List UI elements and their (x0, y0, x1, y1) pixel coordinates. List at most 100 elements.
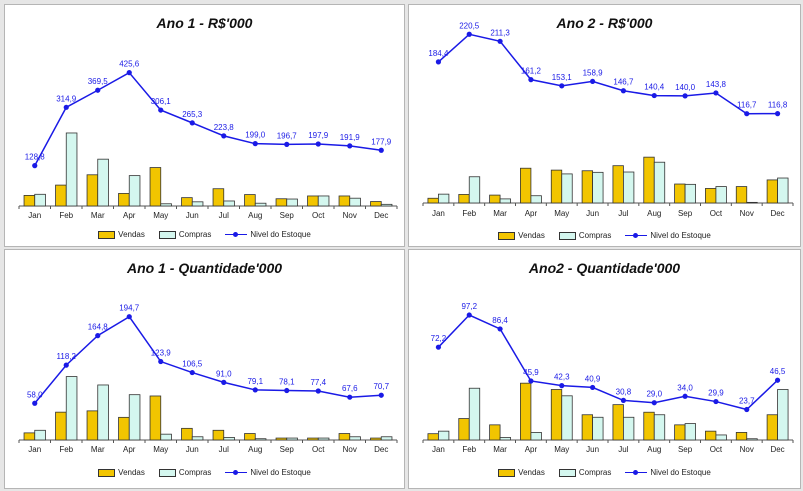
bar-vendas (612, 165, 624, 204)
bar-compras (561, 173, 573, 204)
bar-vendas (118, 416, 130, 441)
bar-vendas (86, 410, 99, 441)
bar-compras (349, 197, 361, 207)
bar-vendas (307, 437, 319, 441)
x-tick-label: Oct (312, 445, 325, 454)
data-label: 140,0 (675, 83, 696, 92)
bar-compras (380, 436, 393, 441)
data-label: 158,9 (583, 68, 604, 77)
data-label: 191,9 (340, 133, 361, 142)
bar-compras (715, 186, 727, 204)
bar-compras (34, 429, 46, 441)
data-label: 128,8 (25, 153, 46, 162)
data-label: 116,7 (737, 101, 757, 110)
data-label: 118,2 (57, 352, 77, 361)
bar-vendas (735, 432, 748, 441)
x-tick-label: Jan (432, 209, 445, 218)
line-point (682, 393, 688, 399)
bar-vendas (427, 433, 439, 441)
legend-item-vendas: Vendas (98, 230, 145, 239)
x-tick-label: May (153, 211, 168, 220)
bar-compras (438, 430, 450, 441)
data-label: 199,0 (245, 131, 266, 140)
x-tick-label: Apr (525, 209, 538, 218)
line-point (559, 383, 565, 389)
line-point (347, 394, 353, 400)
legend-label: Nivel do Estoque (250, 230, 311, 239)
data-label: 72,2 (431, 334, 447, 343)
line-point (63, 362, 69, 368)
data-label: 123,9 (151, 349, 172, 358)
bar-vendas (643, 411, 655, 441)
x-tick-label: Jun (186, 211, 199, 220)
legend-label: Vendas (518, 468, 545, 477)
chart-panel-3: Ano 1 - Quantidade'000 Jan Feb Mar Apr May Ju… (4, 249, 405, 489)
bar-vendas (489, 424, 501, 441)
bar-compras (684, 183, 696, 204)
bar-compras (653, 161, 666, 204)
bar-compras (623, 171, 635, 204)
bar-vendas (489, 194, 501, 204)
line-point (466, 312, 472, 318)
line-point (126, 70, 132, 76)
x-tick-label: Mar (91, 445, 105, 454)
line-point (497, 38, 503, 44)
bar-compras (254, 438, 267, 441)
bar-compras (223, 200, 235, 207)
x-tick-label: Jan (28, 211, 41, 220)
x-tick-label: Jan (28, 445, 41, 454)
line-point (284, 141, 290, 147)
x-tick-label: Aug (647, 209, 661, 218)
chart-panel-2: Ano 2 - R$'000 Jan Feb Mar Apr May Jun Jul Aug S… (408, 4, 801, 247)
data-label: 196,7 (277, 131, 298, 140)
line-point (589, 78, 596, 85)
line-point (651, 92, 657, 99)
line-point (435, 344, 442, 350)
data-label: 46,5 (770, 367, 786, 376)
x-tick-label: Sep (280, 445, 295, 454)
line-point (589, 384, 596, 391)
bar-compras (499, 198, 511, 204)
x-tick-label: Mar (493, 209, 507, 218)
data-label: 197,9 (308, 131, 329, 140)
x-tick-label: Nov (740, 445, 754, 454)
bar-vendas (338, 433, 351, 441)
bar-compras (746, 438, 758, 441)
legend-label: Nivel do Estoque (250, 468, 311, 477)
line-point (315, 388, 321, 394)
bar-vendas (520, 382, 532, 441)
bar-compras (191, 436, 204, 441)
x-tick-label: Sep (678, 209, 693, 218)
bar-vendas (674, 183, 686, 204)
bar-vendas (427, 197, 439, 204)
legend-item-compras: Compras (158, 230, 212, 239)
data-label: 45,9 (523, 368, 539, 377)
line-point (63, 104, 69, 110)
data-label: 58,0 (27, 390, 43, 399)
bar-compras (97, 384, 109, 441)
data-label: 140,4 (644, 83, 665, 92)
data-label: 40,9 (585, 374, 601, 383)
bar-compras (34, 193, 46, 207)
data-label: 86,4 (492, 316, 508, 325)
x-tick-label: Nov (343, 445, 357, 454)
bar-compras (623, 416, 635, 441)
bar-vendas (181, 197, 193, 207)
bar-compras (286, 198, 298, 207)
data-label: 194,7 (119, 304, 140, 313)
x-tick-label: Nov (343, 211, 357, 220)
data-label: 29,9 (708, 389, 724, 398)
data-label: 153,1 (552, 73, 573, 82)
bar-vendas (581, 170, 593, 204)
legend-label: Compras (178, 230, 212, 239)
line-point (378, 147, 384, 153)
series-line-estoque (34, 71, 382, 166)
bar-compras (65, 132, 78, 207)
line-point (466, 31, 472, 37)
bar-compras (653, 414, 666, 441)
x-tick-label: Feb (462, 445, 476, 454)
x-tick-label: Apr (525, 445, 538, 454)
series-line-estoque (34, 315, 382, 404)
bar-vendas (581, 414, 593, 441)
bar-vendas (275, 198, 288, 207)
